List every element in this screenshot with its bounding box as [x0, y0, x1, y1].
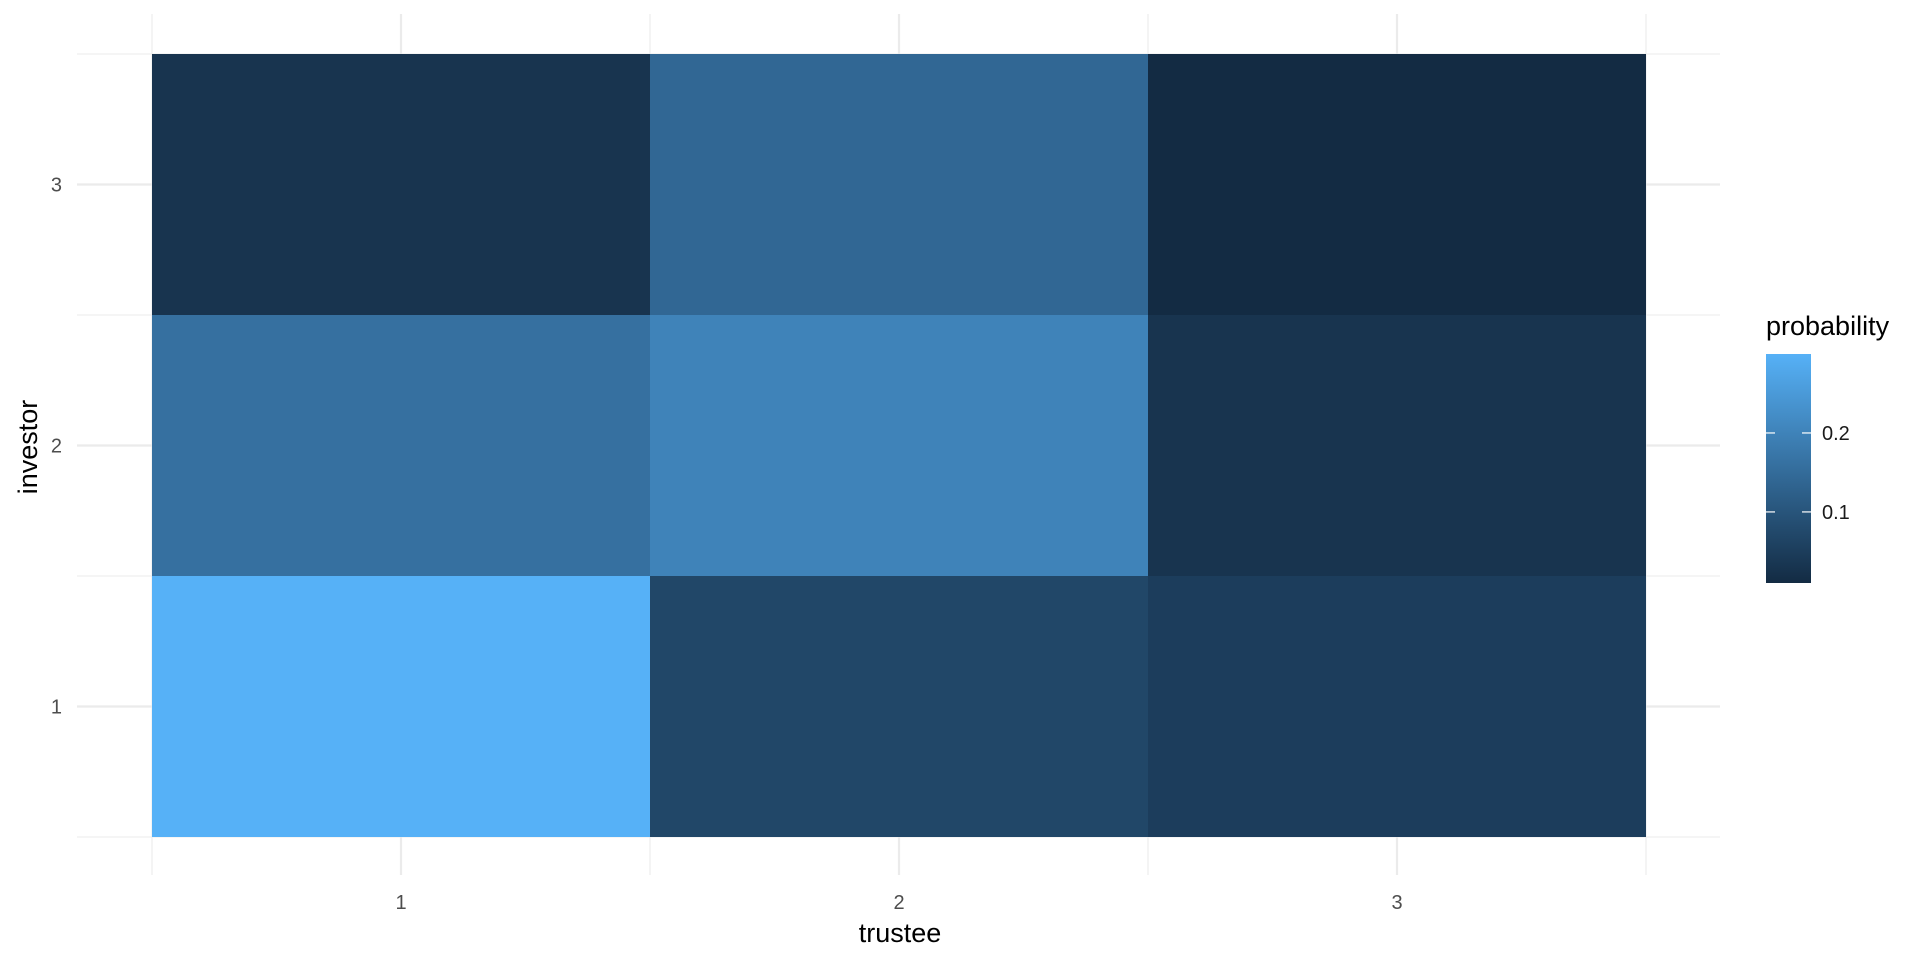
legend-ticks: 0.1 0.2 — [1766, 423, 1850, 524]
legend-title: probability — [1766, 311, 1890, 341]
heatmap-cell — [1148, 576, 1646, 837]
legend-tick-label: 0.2 — [1822, 423, 1850, 445]
legend-tick-label: 0.1 — [1822, 502, 1850, 524]
heatmap-cell — [1148, 54, 1646, 315]
legend-colorbar — [1766, 354, 1811, 583]
heatmap-cell — [152, 576, 650, 837]
x-tick-label: 3 — [1391, 892, 1402, 914]
legend-colorbar-rect — [1766, 354, 1811, 583]
tick-layer: 1 2 3 1 2 3 — [51, 175, 1403, 915]
y-tick-label: 2 — [51, 436, 62, 458]
heatmap-cell — [1148, 315, 1646, 576]
heatmap-cell — [650, 315, 1148, 576]
x-axis-title: trustee — [859, 918, 942, 948]
heatmap-cell — [152, 315, 650, 576]
heatmap-cell — [152, 54, 650, 315]
heatmap-cell — [650, 576, 1148, 837]
x-tick-label: 2 — [893, 892, 904, 914]
cell-layer — [152, 54, 1646, 837]
legend: probability 0.1 0.2 — [1766, 311, 1890, 583]
y-axis-title: investor — [13, 400, 43, 495]
x-tick-label: 1 — [395, 892, 406, 914]
y-tick-label: 1 — [51, 697, 62, 719]
heatmap-cell — [650, 54, 1148, 315]
y-tick-label: 3 — [51, 175, 62, 197]
